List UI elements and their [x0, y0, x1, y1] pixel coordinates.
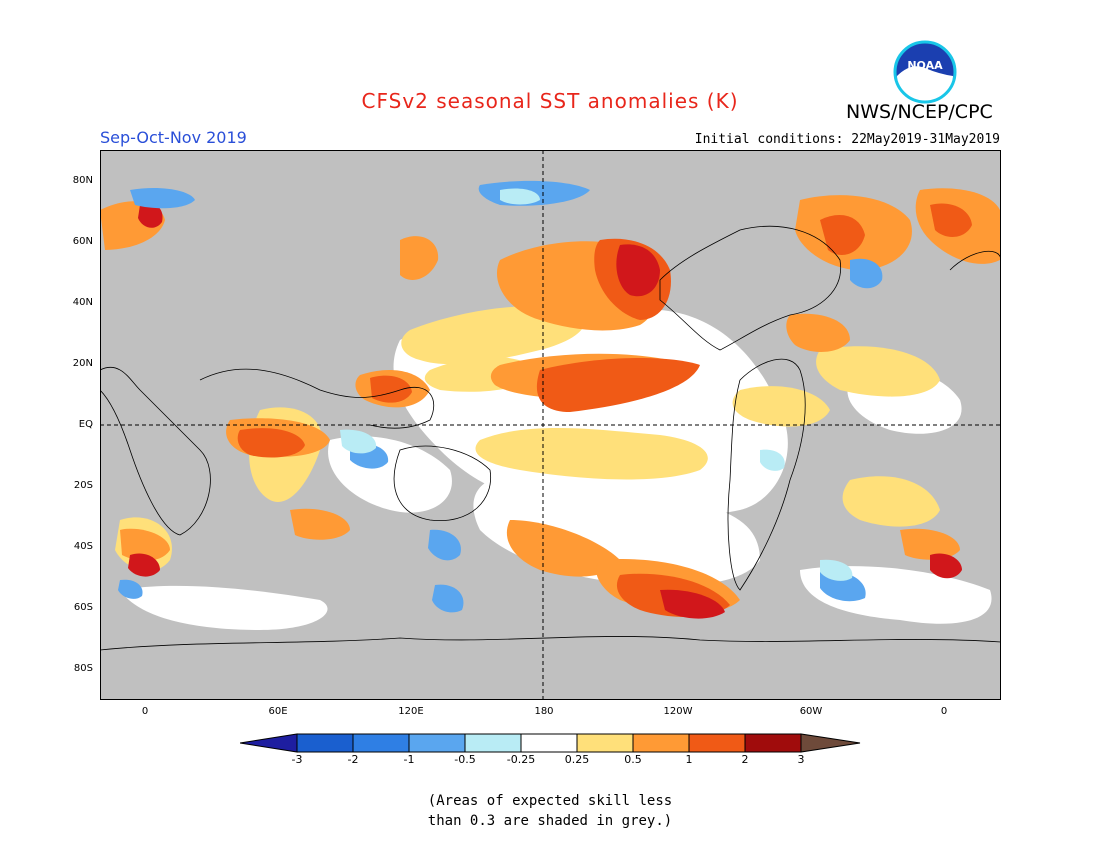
colorbar-low-arrow: [240, 733, 298, 753]
organization-label: NWS/NCEP/CPC: [846, 101, 993, 123]
colorbar-high-arrow: [800, 733, 861, 753]
lat-label: EQ: [78, 419, 93, 430]
colorbar-label: 1: [685, 753, 693, 766]
lon-label: 0: [940, 706, 948, 717]
antarctica-coastline: [100, 636, 1001, 651]
footnote-line: (Areas of expected skill less: [427, 793, 673, 809]
lat-label: 60S: [73, 602, 93, 613]
chart-title: CFSv2 seasonal SST anomalies (K): [361, 89, 739, 113]
colorbar-segment: [744, 733, 802, 753]
colorbar-label: -0.25: [506, 753, 536, 766]
noaa-logo-text: NOAA: [907, 59, 943, 72]
colorbar-label: -0.5: [454, 753, 476, 766]
lon-label: 0: [141, 706, 149, 717]
coastlines: [100, 225, 1001, 651]
noaa-logo: NOAA: [893, 40, 957, 104]
lat-label: 80N: [72, 175, 93, 186]
australia-coastline: [393, 445, 492, 522]
north-america-coastline: [659, 225, 842, 351]
colorbar-label: -2: [347, 753, 359, 766]
colorbar-label: 3: [797, 753, 805, 766]
colorbar-segment: [576, 733, 634, 753]
lat-label: 40N: [72, 297, 93, 308]
lon-label: 120W: [663, 706, 693, 717]
colorbar-label: -3: [291, 753, 303, 766]
south-america-coastline: [727, 358, 806, 591]
sst-anomaly-map: [100, 150, 1001, 700]
africa-coastline: [100, 367, 211, 536]
lat-label: 20S: [73, 480, 93, 491]
colorbar-label: 0.25: [564, 753, 590, 766]
colorbar-segment: [408, 733, 466, 753]
lon-label: 180: [534, 706, 554, 717]
colorbar-segment: [632, 733, 690, 753]
lat-label: 80S: [73, 663, 93, 674]
south-asia-coastline: [199, 368, 435, 429]
lon-label: 60W: [799, 706, 823, 717]
colorbar-label: 2: [741, 753, 749, 766]
colorbar-segment: [464, 733, 522, 753]
lon-label: 120E: [398, 706, 424, 717]
anomaly-neg025-neg05: [340, 188, 853, 581]
colorbar-segment: [352, 733, 410, 753]
lat-label: 20N: [72, 358, 93, 369]
colorbar-segment: [688, 733, 746, 753]
europe-coastline: [949, 251, 1001, 271]
colorbar-label: 0.5: [624, 753, 642, 766]
footnote-line: than 0.3 are shaded in grey.): [427, 813, 673, 829]
season-label: Sep-Oct-Nov 2019: [100, 128, 247, 147]
lat-label: 40S: [73, 541, 93, 552]
initial-conditions-label: Initial conditions: 22May2019-31May2019: [694, 132, 1000, 147]
anomaly-2-3: [128, 203, 962, 619]
colorbar-label: -1: [403, 753, 415, 766]
lon-label: 60E: [268, 706, 288, 717]
colorbar-segment: [520, 733, 578, 753]
colorbar-segment: [296, 733, 354, 753]
lat-label: 60N: [72, 236, 93, 247]
skill-footnote: (Areas of expected skill less than 0.3 a…: [0, 791, 1100, 831]
colorbar: [240, 733, 861, 753]
